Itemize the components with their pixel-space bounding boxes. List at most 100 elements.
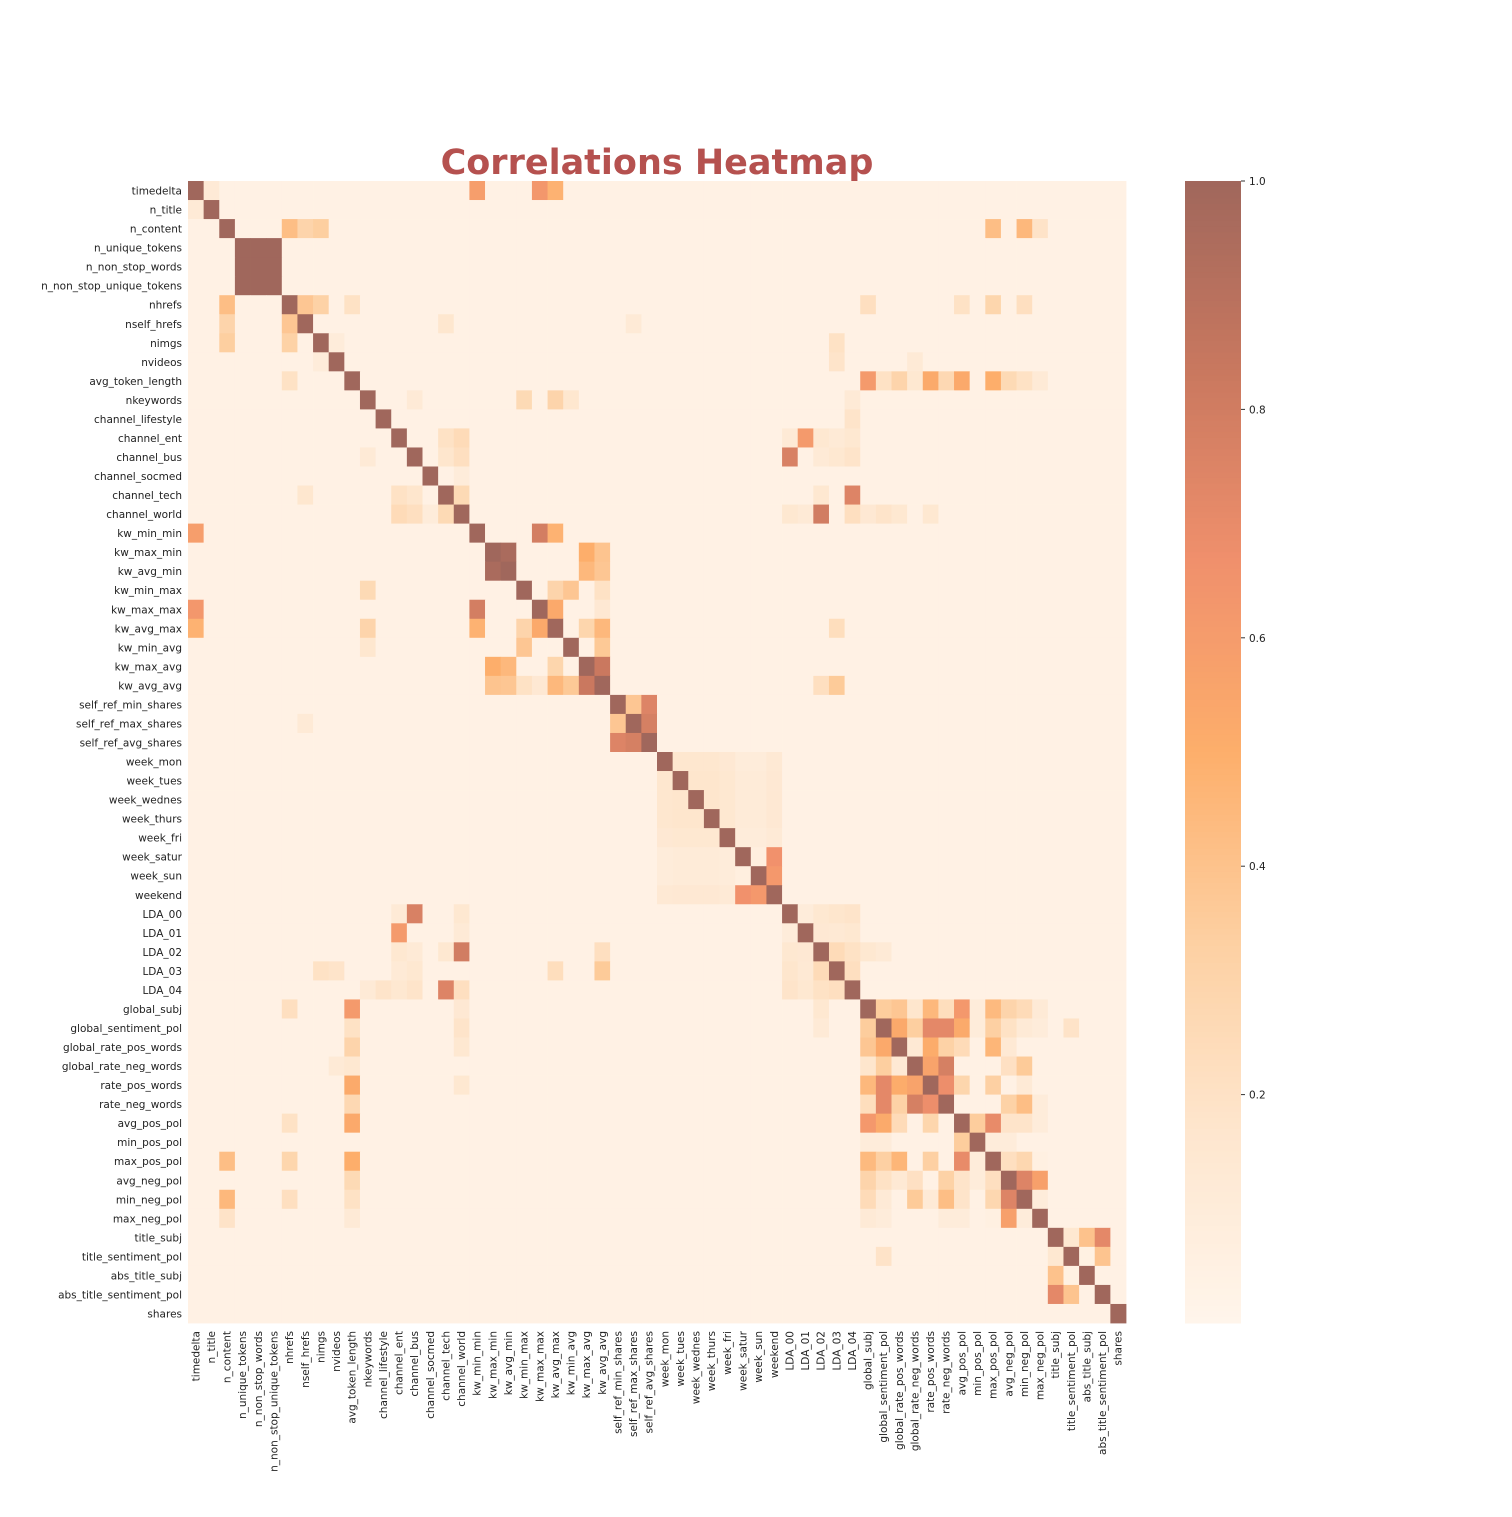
heatmap-cell: [1047, 923, 1064, 943]
heatmap-cell: [735, 238, 752, 258]
heatmap-cell: [750, 238, 767, 258]
heatmap-cell: [422, 656, 439, 677]
heatmap-cell: [688, 847, 705, 867]
heatmap-cell: [1047, 713, 1064, 734]
heatmap-cell: [250, 1303, 267, 1324]
y-tick-label: kw_avg_min: [118, 566, 182, 578]
heatmap-cell: [313, 200, 330, 220]
heatmap-cell: [297, 295, 314, 315]
heatmap-cell: [516, 1265, 533, 1286]
heatmap-cell: [250, 352, 267, 372]
x-tick-label: channel_lifestyle: [378, 1331, 390, 1419]
heatmap-cell: [188, 637, 205, 658]
heatmap-cell: [1032, 675, 1049, 696]
heatmap-cell: [1000, 238, 1017, 258]
heatmap-cell: [1094, 847, 1111, 867]
heatmap-cell: [657, 1246, 674, 1267]
chart-title: Correlations Heatmap: [441, 143, 874, 183]
heatmap-cell: [344, 447, 361, 467]
heatmap-cell: [907, 656, 924, 677]
heatmap-cell: [891, 1227, 908, 1248]
heatmap-cell: [359, 1303, 376, 1324]
heatmap-cell: [782, 428, 799, 448]
heatmap-cell: [250, 333, 267, 353]
colorbar-segment: [1185, 917, 1241, 924]
heatmap-cell: [1079, 885, 1096, 905]
heatmap-cell: [610, 352, 627, 372]
heatmap-cell: [422, 961, 439, 981]
heatmap-cell: [875, 999, 892, 1019]
heatmap-cell: [485, 238, 502, 258]
heatmap-cell: [891, 257, 908, 277]
colorbar-segment: [1185, 392, 1241, 399]
heatmap-cell: [954, 866, 971, 886]
heatmap-cell: [703, 1132, 720, 1153]
heatmap-cell: [219, 752, 236, 772]
x-tick-label: kw_avg_min: [503, 1331, 515, 1395]
heatmap-cell: [281, 1151, 298, 1172]
heatmap-cell: [1094, 1094, 1111, 1115]
heatmap-cell: [922, 637, 939, 658]
colorbar-segment: [1185, 757, 1241, 764]
heatmap-cell: [234, 752, 251, 772]
heatmap-cell: [1032, 504, 1049, 524]
heatmap-cell: [328, 295, 345, 315]
heatmap-cell: [1094, 485, 1111, 505]
heatmap-cell: [922, 1132, 939, 1153]
heatmap-cell: [672, 580, 689, 601]
heatmap-cell: [954, 923, 971, 943]
heatmap-cell: [1032, 371, 1049, 391]
heatmap-cell: [828, 447, 845, 467]
colorbar-segment: [1185, 1008, 1241, 1016]
heatmap-cell: [281, 1265, 298, 1286]
heatmap-cell: [797, 352, 814, 372]
heatmap-cell: [1079, 1208, 1096, 1229]
heatmap-cell: [406, 561, 423, 582]
x-tick-label: kw_avg_avg: [597, 1331, 609, 1395]
heatmap-cell: [969, 694, 986, 715]
colorbar-segment: [1185, 991, 1241, 999]
heatmap-cell: [688, 428, 705, 448]
heatmap-cell: [860, 980, 877, 1000]
heatmap-cell: [1047, 1151, 1064, 1172]
heatmap-cell: [1016, 295, 1033, 315]
heatmap-cell: [782, 580, 799, 601]
heatmap-cell: [500, 923, 517, 943]
heatmap-cell: [547, 238, 564, 258]
heatmap-cell: [813, 637, 830, 658]
heatmap-cell: [766, 1075, 783, 1095]
heatmap-cell: [875, 1094, 892, 1115]
heatmap-cell: [500, 561, 517, 582]
heatmap-cell: [1016, 713, 1033, 734]
heatmap-cell: [328, 1018, 345, 1038]
heatmap-cell: [391, 1246, 408, 1267]
heatmap-cell: [188, 1170, 205, 1191]
heatmap-cell: [297, 219, 314, 239]
heatmap-cell: [657, 447, 674, 467]
heatmap-cell: [563, 1018, 580, 1038]
heatmap-cell: [891, 694, 908, 715]
heatmap-cell: [234, 276, 251, 296]
heatmap-cell: [891, 561, 908, 582]
heatmap-cell: [1110, 828, 1127, 848]
heatmap-cell: [735, 809, 752, 829]
heatmap-cell: [1079, 523, 1096, 544]
heatmap-cell: [860, 542, 877, 563]
heatmap-cell: [313, 980, 330, 1000]
heatmap-cell: [219, 447, 236, 467]
heatmap-cell: [485, 752, 502, 772]
heatmap-cell: [1079, 333, 1096, 353]
heatmap-cell: [359, 790, 376, 810]
heatmap-cell: [250, 238, 267, 258]
x-tick-label: rate_neg_words: [941, 1331, 953, 1414]
heatmap-cell: [422, 1227, 439, 1248]
heatmap-cell: [813, 314, 830, 334]
heatmap-cell: [938, 219, 955, 239]
heatmap-cell: [907, 447, 924, 467]
x-tick-label: min_neg_pol: [1019, 1331, 1031, 1397]
heatmap-cell: [844, 1113, 861, 1134]
heatmap-cell: [672, 371, 689, 391]
heatmap-cell: [813, 923, 830, 943]
heatmap-cell: [406, 752, 423, 772]
colorbar-segment: [1185, 1208, 1241, 1216]
